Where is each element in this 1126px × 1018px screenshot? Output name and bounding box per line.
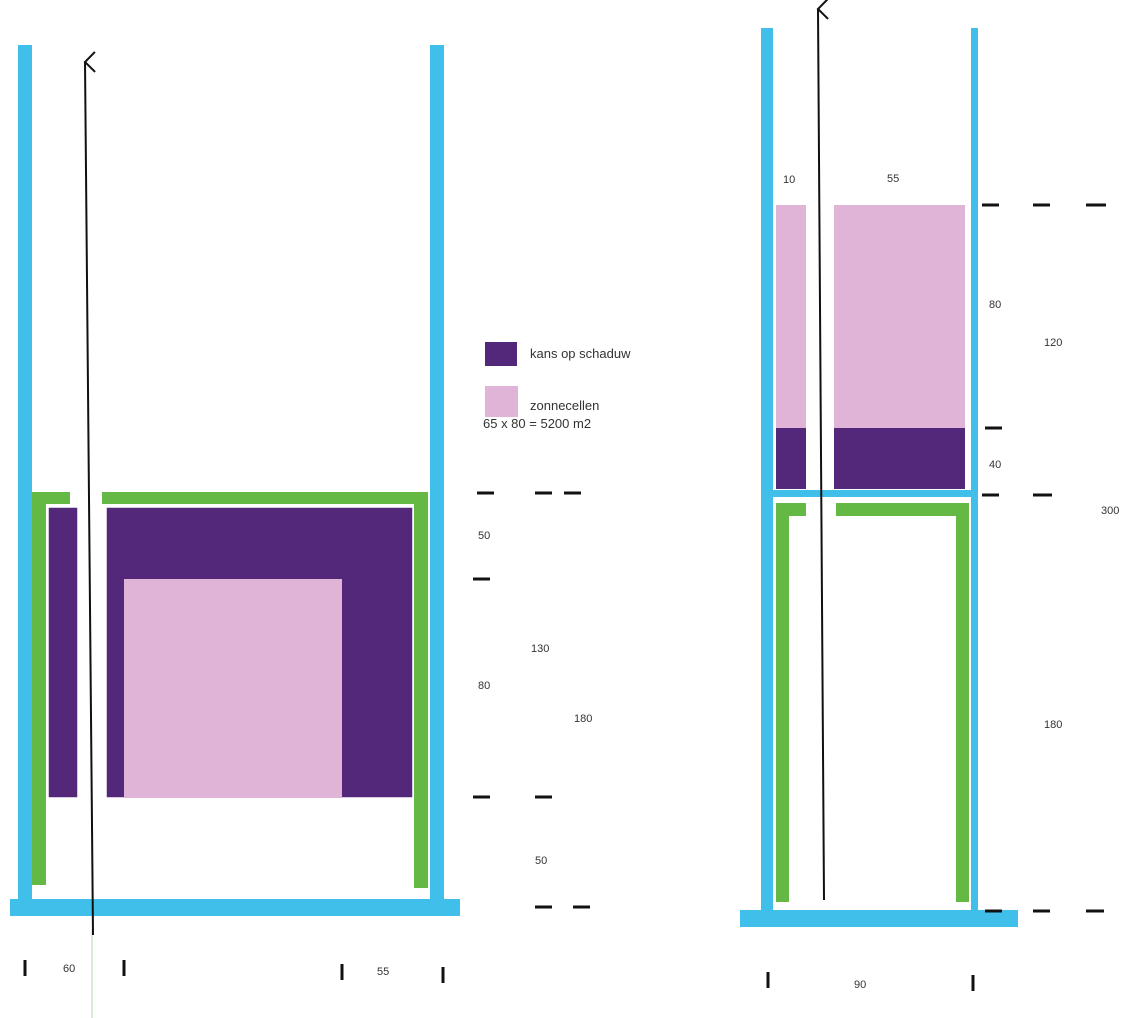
left-green-right-side <box>414 492 428 888</box>
left-frame-base <box>10 899 460 916</box>
left-dim-180: 180 <box>574 713 592 725</box>
left-shadow-strip <box>47 506 79 799</box>
legend-shadow-swatch <box>485 342 517 366</box>
right-north-arrow <box>816 0 829 901</box>
left-dim-width-left: 60 <box>63 963 75 975</box>
legend-shadow-label: kans op schaduw <box>530 346 631 361</box>
right-dim-w10: 10 <box>783 174 795 186</box>
right-green-left-side <box>776 503 789 902</box>
right-frame-middle-bar <box>770 490 976 497</box>
left-plan: 50 80 130 180 50 60 55 <box>10 45 592 1018</box>
right-frame-right-post <box>971 28 978 913</box>
left-dim-top: 50 <box>478 530 490 542</box>
left-green-left-side <box>32 492 46 885</box>
right-shadow-right <box>834 428 965 489</box>
left-frame-left-post <box>18 45 32 905</box>
right-dim-40: 40 <box>989 459 1001 471</box>
legend-solar-swatch <box>485 386 518 417</box>
right-dim-w55: 55 <box>887 173 899 185</box>
legend: kans op schaduw zonnecellen 65 x 80 = 52… <box>483 342 631 431</box>
left-dim-bottom: 50 <box>535 855 547 867</box>
left-dimension-markers <box>23 491 590 983</box>
legend-area-label: 65 x 80 = 5200 m2 <box>483 416 591 431</box>
right-plan: 10 55 80 40 120 300 180 90 <box>740 0 1119 991</box>
left-frame-right-post <box>430 45 444 905</box>
right-dim-90: 90 <box>854 979 866 991</box>
left-dim-130: 130 <box>531 643 549 655</box>
right-shadow-left <box>776 428 806 489</box>
left-dim-width-right: 55 <box>377 966 389 978</box>
legend-solar-label: zonnecellen <box>530 398 599 413</box>
right-solar-left <box>776 205 806 428</box>
right-dim-120: 120 <box>1044 337 1062 349</box>
right-dimension-markers <box>766 203 1106 991</box>
right-frame-left-post <box>761 28 773 913</box>
right-dim-180: 180 <box>1044 719 1062 731</box>
left-north-arrow <box>83 51 96 936</box>
right-green-right-side <box>956 503 969 902</box>
right-green-top-right <box>836 503 969 516</box>
right-dim-80: 80 <box>989 299 1001 311</box>
right-solar-right <box>834 205 965 428</box>
left-green-top-right <box>102 492 428 504</box>
right-frame-base <box>740 910 1018 927</box>
left-dim-solar: 80 <box>478 680 490 692</box>
left-solar-panel <box>124 579 342 798</box>
right-dim-300: 300 <box>1101 505 1119 517</box>
